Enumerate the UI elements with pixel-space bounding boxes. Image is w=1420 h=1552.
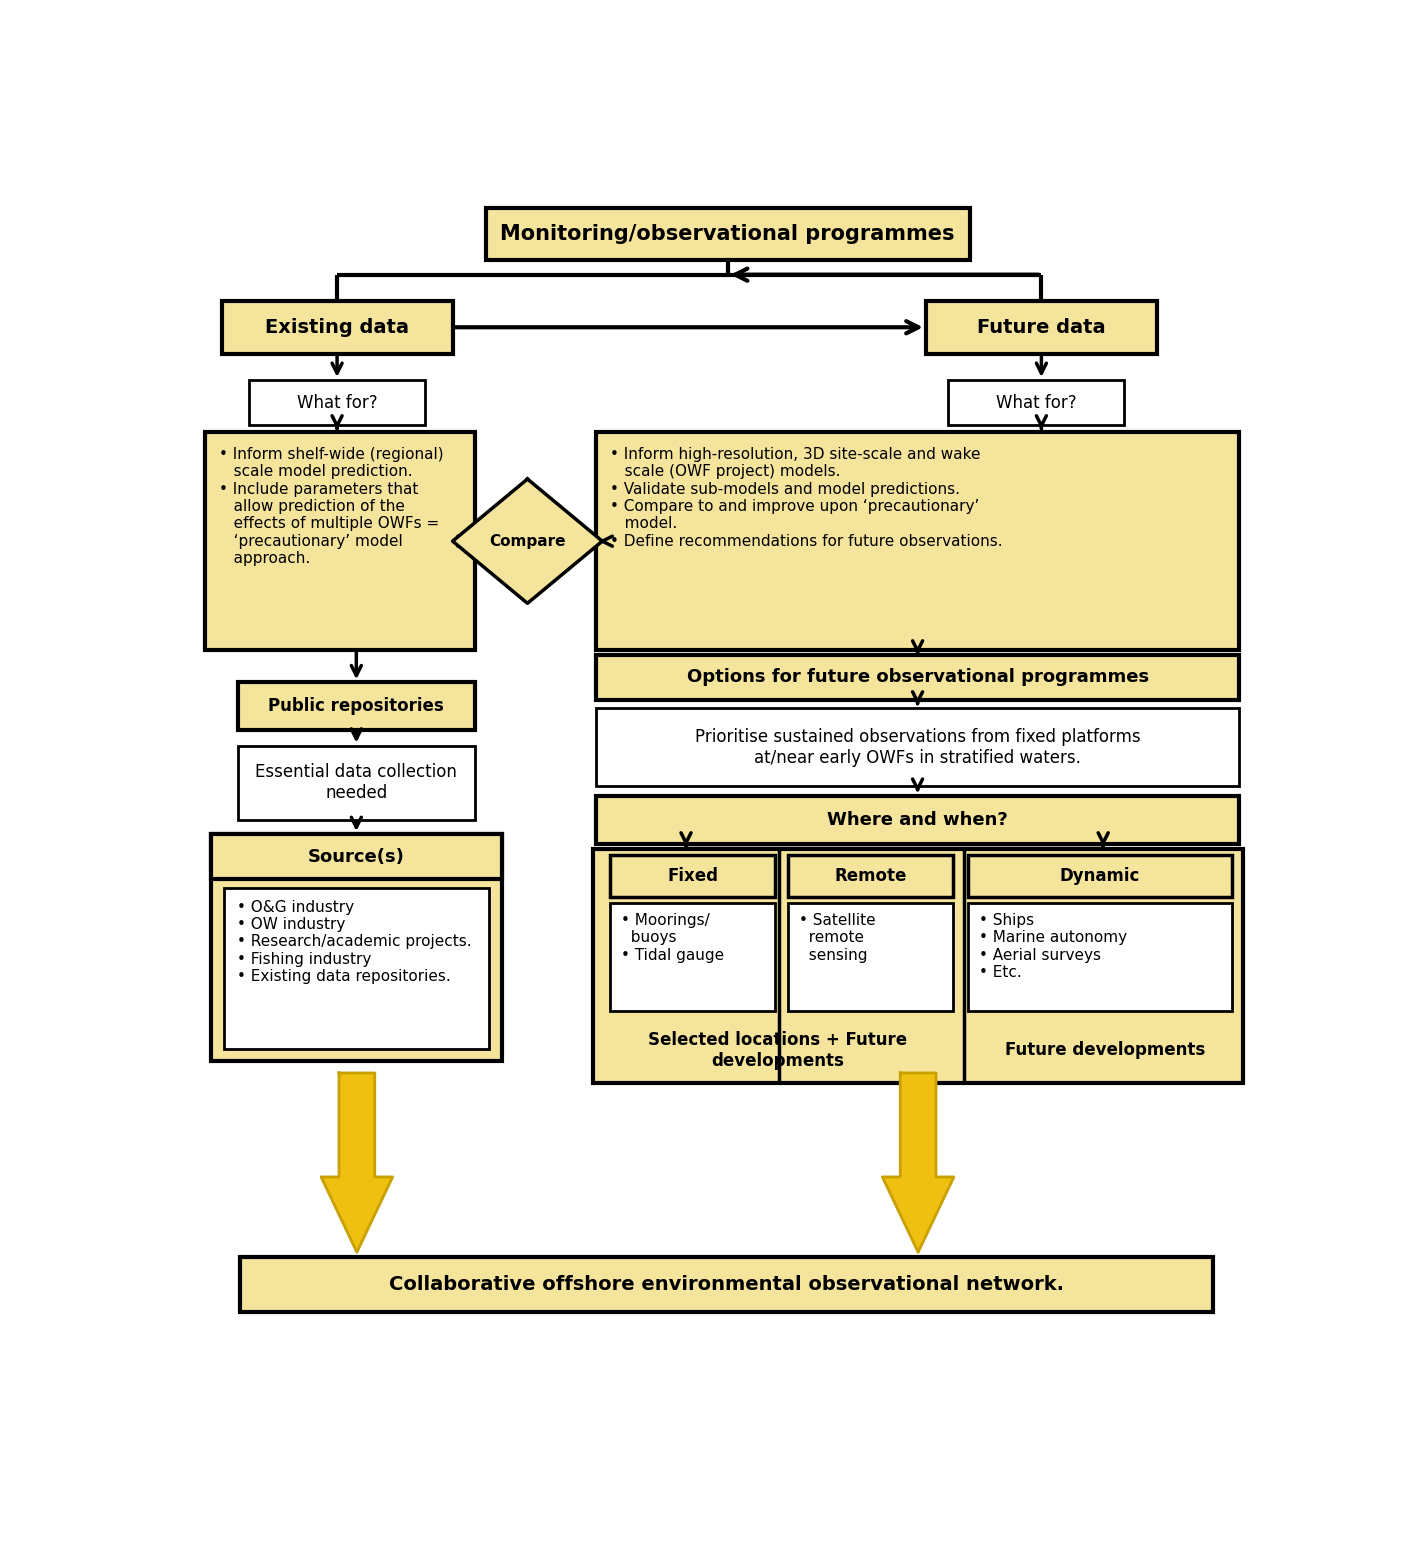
Text: Options for future observational programmes: Options for future observational program… [686,669,1149,686]
Polygon shape [453,480,602,604]
FancyBboxPatch shape [248,380,425,425]
FancyBboxPatch shape [967,855,1231,897]
FancyBboxPatch shape [239,745,474,819]
Text: Prioritise sustained observations from fixed platforms
at/near early OWFs in str: Prioritise sustained observations from f… [694,728,1140,767]
Text: • Inform shelf-wide (regional)
   scale model prediction.
• Include parameters t: • Inform shelf-wide (regional) scale mod… [219,447,444,566]
FancyBboxPatch shape [788,855,953,897]
FancyBboxPatch shape [788,903,953,1010]
FancyBboxPatch shape [596,433,1240,650]
Polygon shape [321,1072,393,1252]
FancyBboxPatch shape [596,708,1240,787]
Text: • Ships
• Marine autonomy
• Aerial surveys
• Etc.: • Ships • Marine autonomy • Aerial surve… [978,913,1127,979]
FancyBboxPatch shape [239,683,474,729]
Text: Public repositories: Public repositories [268,697,444,715]
FancyBboxPatch shape [224,888,488,1049]
Text: • Inform high-resolution, 3D site-scale and wake
   scale (OWF project) models.
: • Inform high-resolution, 3D site-scale … [611,447,1003,549]
Text: What for?: What for? [297,394,378,411]
Polygon shape [882,1072,954,1252]
Text: Dynamic: Dynamic [1059,868,1140,885]
FancyBboxPatch shape [222,301,453,354]
FancyBboxPatch shape [611,903,775,1010]
FancyBboxPatch shape [594,849,1242,1083]
Text: Selected locations + Future
developments: Selected locations + Future developments [649,1031,907,1069]
Text: • Moorings/
  buoys
• Tidal gauge: • Moorings/ buoys • Tidal gauge [621,913,724,962]
Text: Collaborative offshore environmental observational network.: Collaborative offshore environmental obs… [389,1276,1064,1294]
Text: Source(s): Source(s) [308,847,405,866]
Text: Future data: Future data [977,318,1106,337]
Text: Essential data collection
needed: Essential data collection needed [256,764,457,802]
FancyBboxPatch shape [486,208,970,261]
FancyBboxPatch shape [926,301,1157,354]
FancyBboxPatch shape [967,903,1231,1010]
FancyBboxPatch shape [240,1257,1213,1311]
Text: Monitoring/observational programmes: Monitoring/observational programmes [500,223,956,244]
FancyBboxPatch shape [949,380,1125,425]
Text: Remote: Remote [835,868,907,885]
FancyBboxPatch shape [611,855,775,897]
Text: • Satellite
  remote
  sensing: • Satellite remote sensing [799,913,876,962]
Text: • O&G industry
• OW industry
• Research/academic projects.
• Fishing industry
• : • O&G industry • OW industry • Research/… [237,900,471,984]
FancyBboxPatch shape [210,833,503,1062]
Text: Existing data: Existing data [266,318,409,337]
FancyBboxPatch shape [596,655,1240,700]
Text: Fixed: Fixed [667,868,719,885]
Text: What for?: What for? [995,394,1076,411]
Text: Future developments: Future developments [1005,1041,1206,1060]
Text: Compare: Compare [490,534,565,549]
Text: Where and when?: Where and when? [828,810,1008,829]
FancyBboxPatch shape [204,433,474,650]
FancyBboxPatch shape [210,833,503,880]
FancyBboxPatch shape [596,796,1240,844]
